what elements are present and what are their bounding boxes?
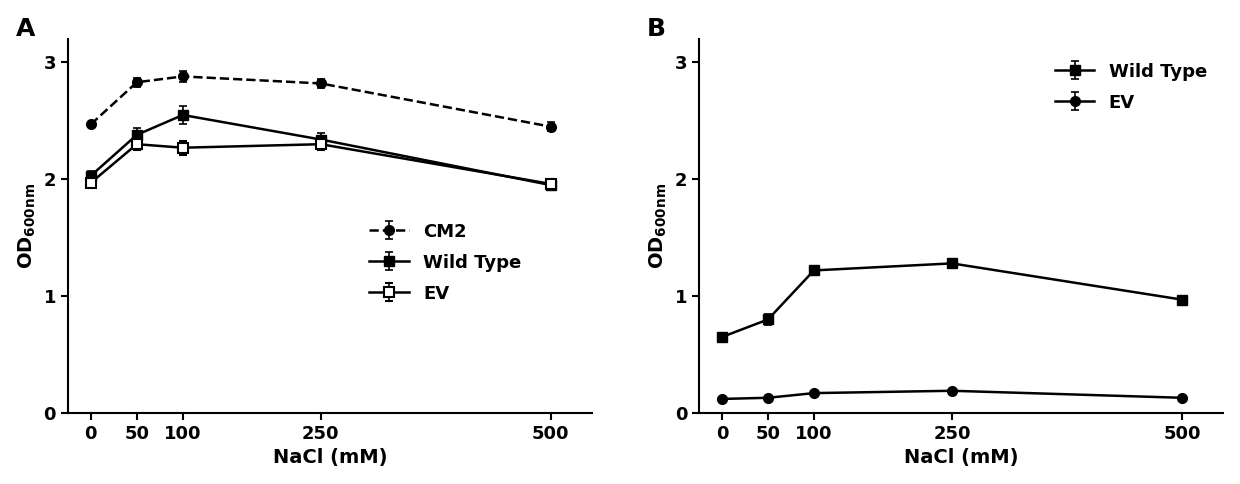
Text: B: B [646,16,666,41]
X-axis label: NaCl (mM): NaCl (mM) [273,448,387,468]
Y-axis label: OD$_\mathregular{600nm}$: OD$_\mathregular{600nm}$ [16,183,38,269]
Text: A: A [15,16,35,41]
Legend: Wild Type, EV: Wild Type, EV [1048,56,1214,119]
Legend: CM2, Wild Type, EV: CM2, Wild Type, EV [362,216,528,310]
Y-axis label: OD$_\mathregular{600nm}$: OD$_\mathregular{600nm}$ [647,183,670,269]
X-axis label: NaCl (mM): NaCl (mM) [904,448,1018,468]
